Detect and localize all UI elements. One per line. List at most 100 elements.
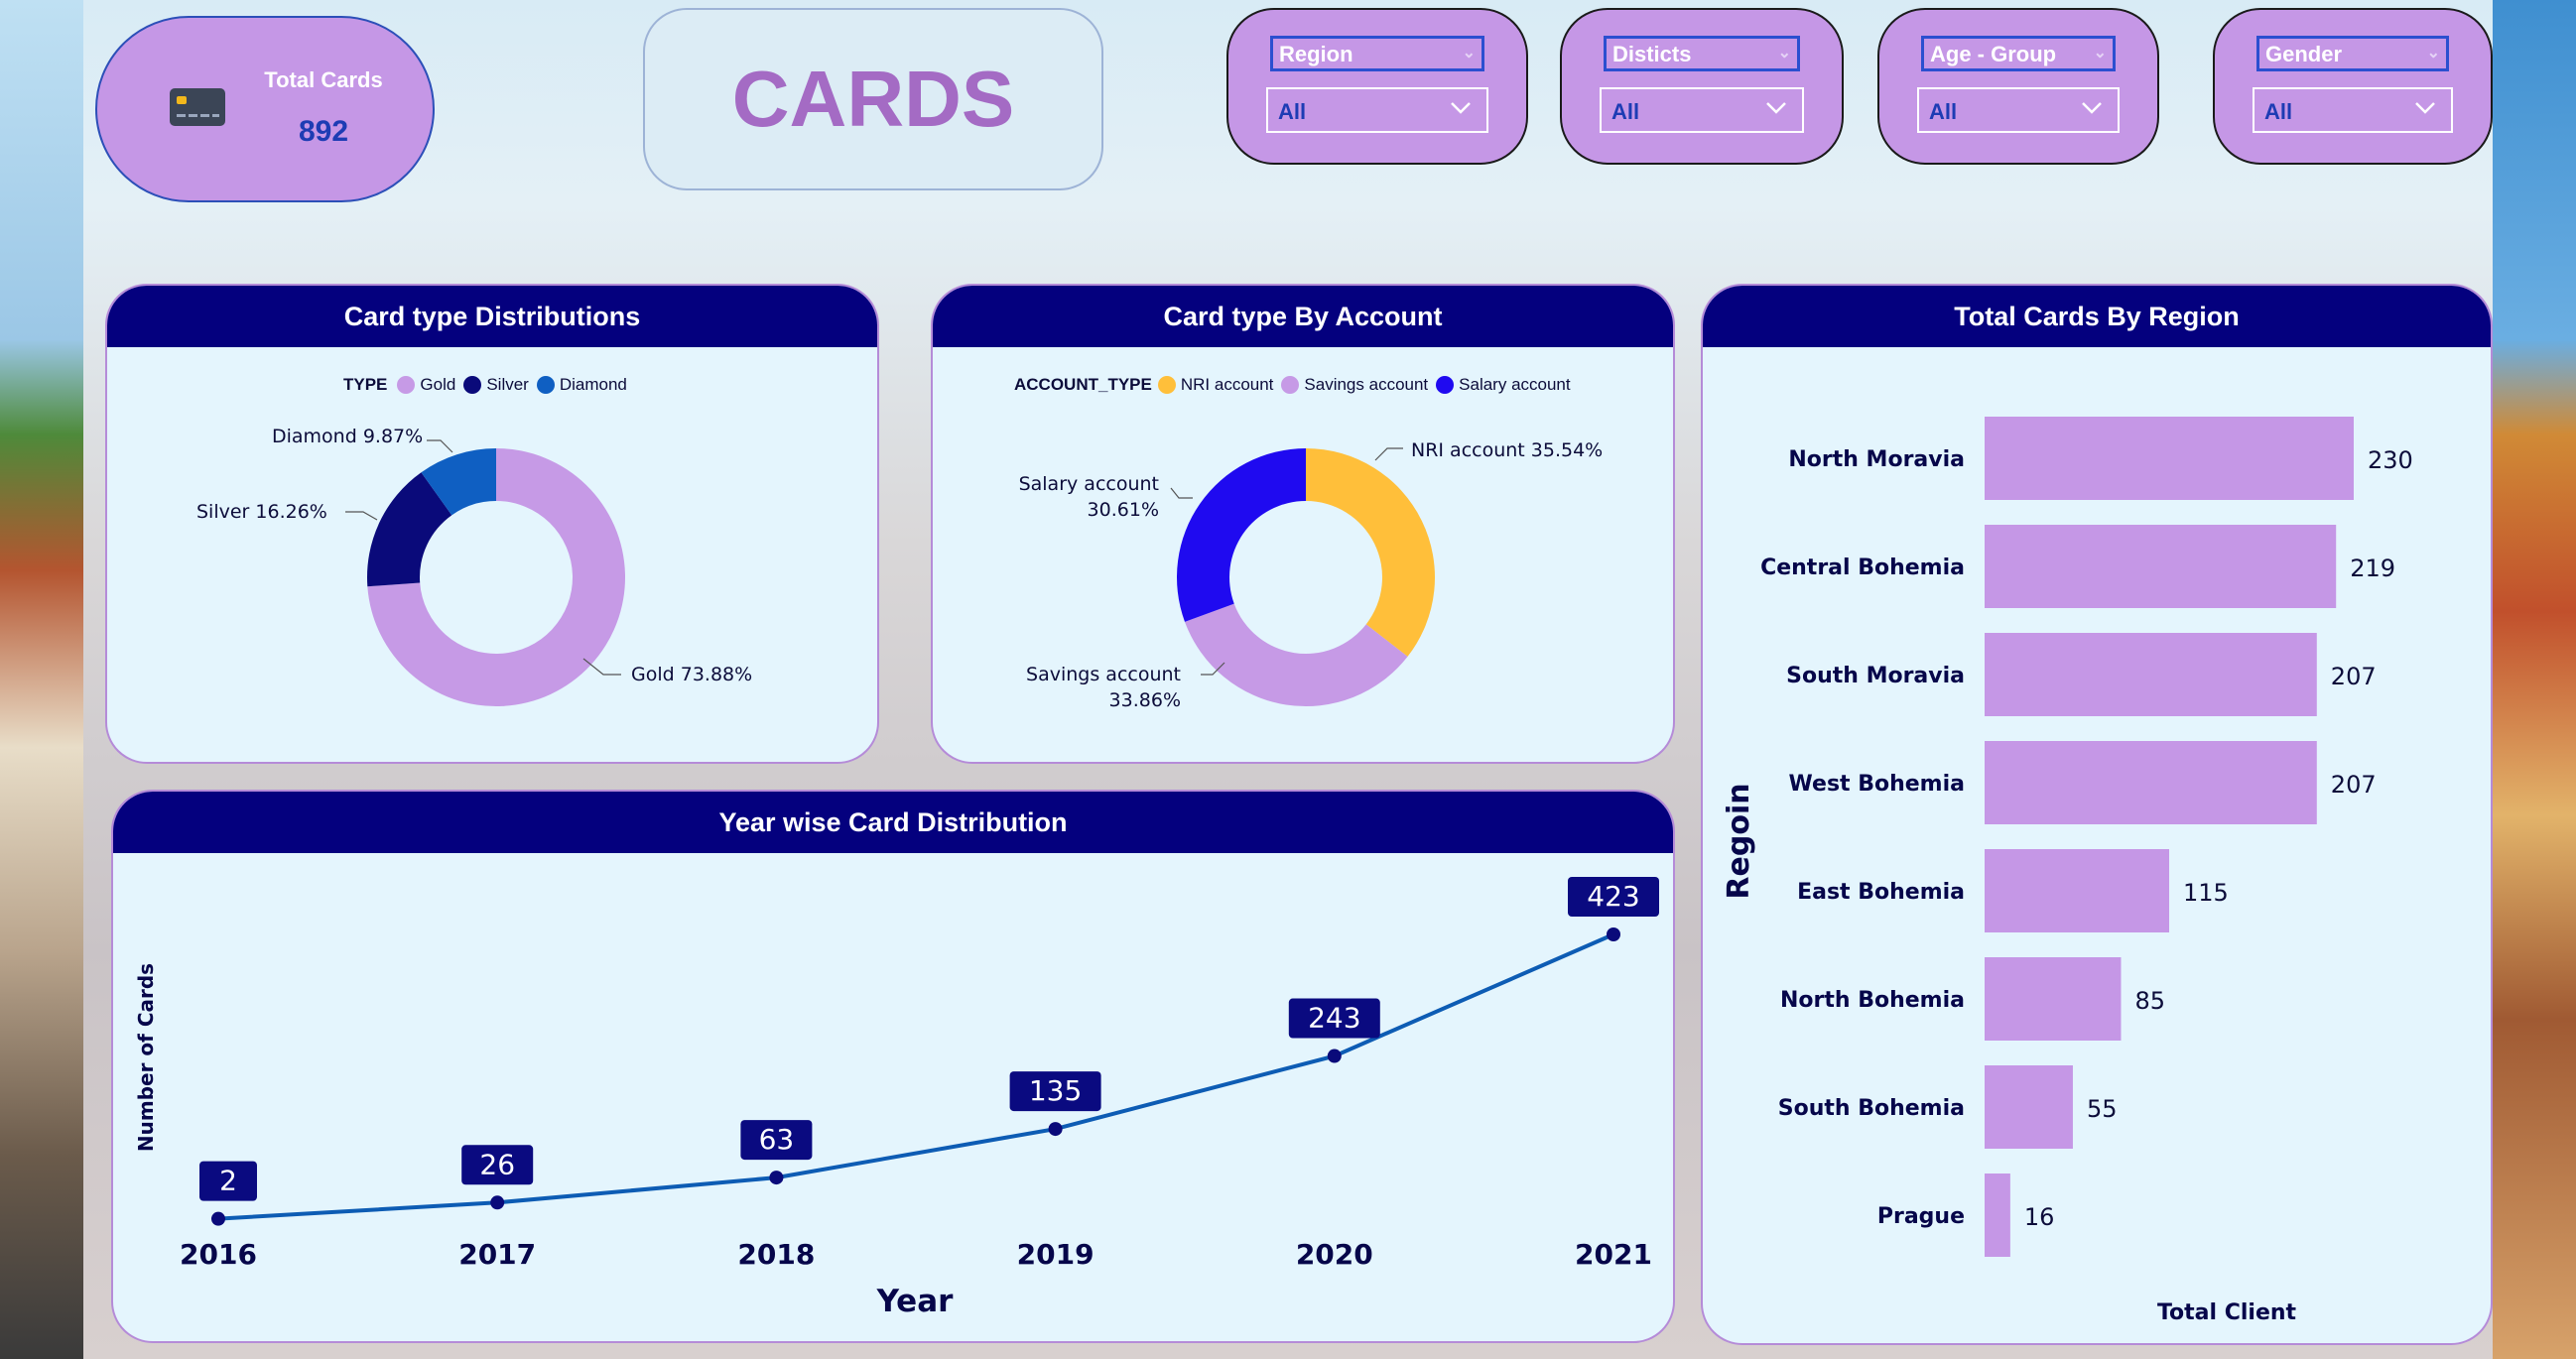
legend-dot: [1157, 376, 1176, 394]
gender-dropdown-value: All: [2264, 99, 2293, 124]
bar-category-label: Central Bohemia: [1760, 556, 1965, 580]
bar-value-label: 85: [2134, 987, 2165, 1015]
legend-dot: [1281, 376, 1300, 394]
districts-slicer[interactable]: Disticts ⌄ All: [1560, 8, 1844, 165]
chevron-down-icon: [1766, 102, 1786, 114]
gender-slicer-label: Gender: [2265, 42, 2343, 66]
line-point-2016: [211, 1211, 225, 1226]
card-type-legend: TYPE Gold Silver Diamond: [343, 375, 635, 395]
legend-item-silver[interactable]: Silver: [463, 375, 529, 395]
age-group-dropdown[interactable]: All: [1917, 87, 2120, 133]
data-label-2021: 423: [1587, 880, 1639, 913]
legend-item-diamond[interactable]: Diamond: [536, 375, 627, 395]
districts-dropdown-value: All: [1611, 99, 1640, 124]
line-point-2018: [769, 1171, 784, 1185]
donut-slice-salary-account: [1177, 448, 1306, 622]
bar-value-label: 207: [2331, 663, 2377, 690]
background-right-strip: [2493, 0, 2576, 1359]
slice-label-nri: NRI account 35.54%: [1411, 439, 1603, 461]
data-label-bg: [1288, 998, 1380, 1039]
age-group-slicer-label: Age - Group: [1930, 42, 2057, 66]
x-axis-title: Total Client: [2157, 1300, 2297, 1325]
donut-slice-gold: [367, 448, 625, 706]
data-label-2020: 243: [1308, 1002, 1360, 1035]
bar-north-bohemia: [1985, 957, 2122, 1041]
account-panel-title: Card type By Account: [933, 286, 1673, 347]
donut-slice-savings-account: [1184, 603, 1408, 706]
chevron-down-icon: [2082, 102, 2102, 114]
data-label-bg: [740, 1120, 813, 1161]
region-slicer-label: Region: [1279, 42, 1353, 66]
gender-slicer[interactable]: Gender ⌄ All: [2213, 8, 2493, 165]
bar-north-moravia: [1985, 417, 2354, 500]
donut-slice-nri-account: [1306, 448, 1435, 657]
line-point-2019: [1048, 1122, 1063, 1137]
leader-line: [1170, 487, 1193, 499]
page-title: CARDS: [731, 55, 1015, 143]
account-panel: Card type By Account ACCOUNT_TYPE NRI ac…: [931, 284, 1675, 764]
x-tick-2019: 2019: [1017, 1238, 1095, 1271]
slice-label-savings-value: 33.86%: [1109, 689, 1181, 711]
x-tick-2021: 2021: [1575, 1238, 1652, 1271]
bar-category-label: North Moravia: [1788, 447, 1965, 472]
year-panel-title: Year wise Card Distribution: [113, 792, 1673, 853]
data-label-2019: 135: [1029, 1074, 1082, 1107]
age-group-slicer[interactable]: Age - Group ⌄ All: [1877, 8, 2159, 165]
region-slicer[interactable]: Region ⌄ All: [1226, 8, 1528, 165]
chevron-down-icon: ⌄: [1462, 45, 1476, 62]
legend-label: Salary account: [1459, 375, 1571, 394]
legend-title: ACCOUNT_TYPE: [1014, 375, 1152, 394]
x-tick-2018: 2018: [737, 1238, 815, 1271]
bar-south-bohemia: [1985, 1065, 2073, 1149]
chevron-down-icon: [2415, 102, 2435, 114]
bar-prague: [1985, 1174, 2010, 1257]
slice-label-salary-value: 30.61%: [1088, 499, 1159, 521]
districts-slicer-label: Disticts: [1612, 42, 1692, 66]
bar-value-label: 16: [2024, 1203, 2055, 1231]
data-label-bg: [461, 1145, 534, 1185]
legend-item-nri[interactable]: NRI account: [1157, 375, 1273, 395]
bar-category-label: West Bohemia: [1789, 772, 1965, 797]
x-tick-2020: 2020: [1296, 1238, 1373, 1271]
bar-category-label: North Bohemia: [1780, 988, 1965, 1013]
legend-dot: [397, 376, 416, 394]
age-group-dropdown-value: All: [1929, 99, 1958, 124]
bar-west-bohemia: [1985, 741, 2317, 824]
legend-dot: [536, 376, 555, 394]
slice-label-savings-name: Savings account: [1026, 664, 1181, 685]
line-point-2020: [1327, 1049, 1342, 1063]
gender-dropdown[interactable]: All: [2253, 87, 2453, 133]
slice-label-gold: Gold 73.88%: [631, 664, 752, 685]
chevron-down-icon: ⌄: [1777, 45, 1791, 62]
legend-item-gold[interactable]: Gold: [397, 375, 455, 395]
x-tick-2016: 2016: [180, 1238, 257, 1271]
leader-line: [345, 511, 378, 521]
districts-dropdown[interactable]: All: [1600, 87, 1804, 133]
legend-item-salary[interactable]: Salary account: [1436, 375, 1571, 395]
bar-category-label: East Bohemia: [1797, 880, 1965, 905]
leader-line: [1374, 447, 1403, 461]
legend-label: Silver: [486, 375, 529, 394]
legend-label: Savings account: [1304, 375, 1429, 394]
slice-label-salary-name: Salary account: [1019, 473, 1159, 495]
legend-dot: [463, 376, 482, 394]
legend-item-savings[interactable]: Savings account: [1281, 375, 1428, 395]
kpi-value: 892: [298, 115, 349, 148]
data-label-bg: [199, 1161, 257, 1201]
account-donut-chart: NRI account 35.54% Savings account 33.86% S…: [1019, 439, 1604, 711]
legend-title: TYPE: [343, 375, 388, 394]
bar-category-label: South Moravia: [1786, 664, 1965, 688]
bar-value-label: 55: [2087, 1095, 2118, 1123]
data-label-bg: [1009, 1071, 1101, 1112]
x-axis-title: Year: [876, 1284, 955, 1319]
total-cards-kpi: Total Cards 892: [95, 16, 435, 202]
bar-south-moravia: [1985, 633, 2317, 716]
line-point-2021: [1607, 927, 1620, 941]
age-group-slicer-header: Age - Group ⌄: [1921, 36, 2116, 71]
region-dropdown[interactable]: All: [1266, 87, 1488, 133]
data-label-2018: 63: [759, 1123, 795, 1156]
year-line-series: [217, 932, 1614, 1221]
region-slicer-header: Region ⌄: [1270, 36, 1484, 71]
card-type-donut-chart: Gold 73.88% Silver 16.26% Diamond 9.87%: [196, 426, 752, 706]
bar-value-label: 115: [2183, 879, 2229, 907]
